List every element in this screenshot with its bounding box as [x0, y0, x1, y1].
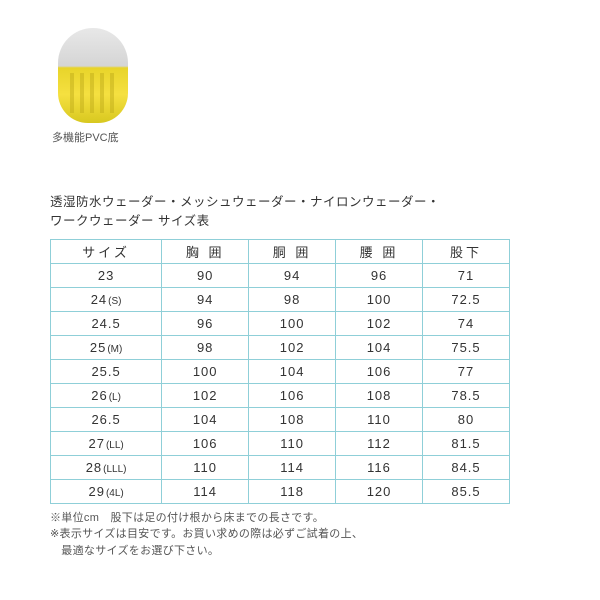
cell-size: 28(LLL): [51, 455, 162, 479]
cell-waist: 108: [249, 407, 336, 431]
cell-size: 25(M): [51, 335, 162, 359]
cell-inseam: 72.5: [423, 287, 510, 311]
notes-block: ※単位cm 股下は足の付け根から床までの長さです。 ※表示サイズは目安です。お買…: [50, 510, 550, 560]
size-value: 24: [91, 292, 107, 307]
size-value: 28: [86, 460, 102, 475]
table-row: 27(LL)10611011281.5: [51, 431, 510, 455]
size-suffix: (M): [107, 344, 122, 355]
cell-chest: 94: [162, 287, 249, 311]
cell-chest: 104: [162, 407, 249, 431]
cell-waist: 94: [249, 263, 336, 287]
title-line-1: 透湿防水ウェーダー・メッシュウェーダー・ナイロンウェーダー・: [50, 195, 440, 209]
note-line-2: ※表示サイズは目安です。お買い求めの際は必ずご試着の上、: [50, 528, 363, 540]
size-value: 29: [88, 484, 104, 499]
cell-size: 27(LL): [51, 431, 162, 455]
table-row: 24.5 9610010274: [51, 311, 510, 335]
size-value: 25: [90, 340, 106, 355]
cell-waist: 118: [249, 479, 336, 503]
cell-hip: 100: [336, 287, 423, 311]
cell-size: 29(4L): [51, 479, 162, 503]
cell-chest: 100: [162, 359, 249, 383]
cell-inseam: 74: [423, 311, 510, 335]
cell-size: 24.5: [51, 311, 162, 335]
header-size: サイズ: [51, 239, 162, 263]
size-suffix: (LLL): [103, 464, 126, 475]
size-value: 26: [91, 388, 107, 403]
cell-inseam: 78.5: [423, 383, 510, 407]
cell-waist: 102: [249, 335, 336, 359]
cell-waist: 98: [249, 287, 336, 311]
cell-inseam: 80: [423, 407, 510, 431]
cell-hip: 112: [336, 431, 423, 455]
table-row: 26.5 10410811080: [51, 407, 510, 431]
cell-hip: 108: [336, 383, 423, 407]
size-suffix: (L): [109, 392, 121, 403]
cell-hip: 110: [336, 407, 423, 431]
title-line-2: ワークウェーダー サイズ表: [50, 214, 210, 228]
size-suffix: (S): [108, 296, 121, 307]
cell-inseam: 77: [423, 359, 510, 383]
cell-size: 25.5: [51, 359, 162, 383]
table-row: 24(S)949810072.5: [51, 287, 510, 311]
cell-hip: 102: [336, 311, 423, 335]
cell-chest: 90: [162, 263, 249, 287]
cell-inseam: 84.5: [423, 455, 510, 479]
cell-waist: 104: [249, 359, 336, 383]
table-header-row: サイズ 胸 囲 胴 囲 腰 囲 股下: [51, 239, 510, 263]
table-body: 239094967124(S)949810072.524.59610010274…: [51, 263, 510, 503]
cell-chest: 96: [162, 311, 249, 335]
size-table: サイズ 胸 囲 胴 囲 腰 囲 股下 239094967124(S)949810…: [50, 239, 510, 504]
cell-size: 24(S): [51, 287, 162, 311]
cell-chest: 114: [162, 479, 249, 503]
cell-waist: 110: [249, 431, 336, 455]
note-line-1: ※単位cm 股下は足の付け根から床までの長さです。: [50, 512, 324, 524]
cell-hip: 116: [336, 455, 423, 479]
table-row: 26(L)10210610878.5: [51, 383, 510, 407]
cell-hip: 106: [336, 359, 423, 383]
size-value: 25.5: [91, 364, 120, 379]
header-hip: 腰 囲: [336, 239, 423, 263]
size-value: 27: [88, 436, 104, 451]
table-row: 25.5 10010410677: [51, 359, 510, 383]
cell-waist: 114: [249, 455, 336, 479]
cell-size: 23: [51, 263, 162, 287]
product-sole-image: [58, 28, 128, 123]
note-line-3: 最適なサイズをお選び下さい。: [50, 545, 219, 557]
cell-hip: 104: [336, 335, 423, 359]
table-row: 28(LLL)11011411684.5: [51, 455, 510, 479]
cell-chest: 102: [162, 383, 249, 407]
table-row: 25(M)9810210475.5: [51, 335, 510, 359]
cell-inseam: 71: [423, 263, 510, 287]
header-waist: 胴 囲: [249, 239, 336, 263]
table-row: 29(4L)11411812085.5: [51, 479, 510, 503]
header-inseam: 股下: [423, 239, 510, 263]
size-suffix: (LL): [106, 440, 124, 451]
size-value: 23: [98, 268, 114, 283]
size-value: 24.5: [91, 316, 120, 331]
cell-size: 26.5: [51, 407, 162, 431]
cell-inseam: 85.5: [423, 479, 510, 503]
cell-size: 26(L): [51, 383, 162, 407]
size-suffix: (4L): [106, 488, 124, 499]
image-caption: 多機能PVC底: [52, 129, 550, 145]
header-chest: 胸 囲: [162, 239, 249, 263]
cell-hip: 120: [336, 479, 423, 503]
table-row: 23 90949671: [51, 263, 510, 287]
cell-chest: 110: [162, 455, 249, 479]
cell-chest: 106: [162, 431, 249, 455]
cell-inseam: 81.5: [423, 431, 510, 455]
size-value: 26.5: [91, 412, 120, 427]
table-title: 透湿防水ウェーダー・メッシュウェーダー・ナイロンウェーダー・ ワークウェーダー …: [50, 193, 550, 231]
cell-chest: 98: [162, 335, 249, 359]
cell-waist: 100: [249, 311, 336, 335]
cell-waist: 106: [249, 383, 336, 407]
cell-inseam: 75.5: [423, 335, 510, 359]
cell-hip: 96: [336, 263, 423, 287]
